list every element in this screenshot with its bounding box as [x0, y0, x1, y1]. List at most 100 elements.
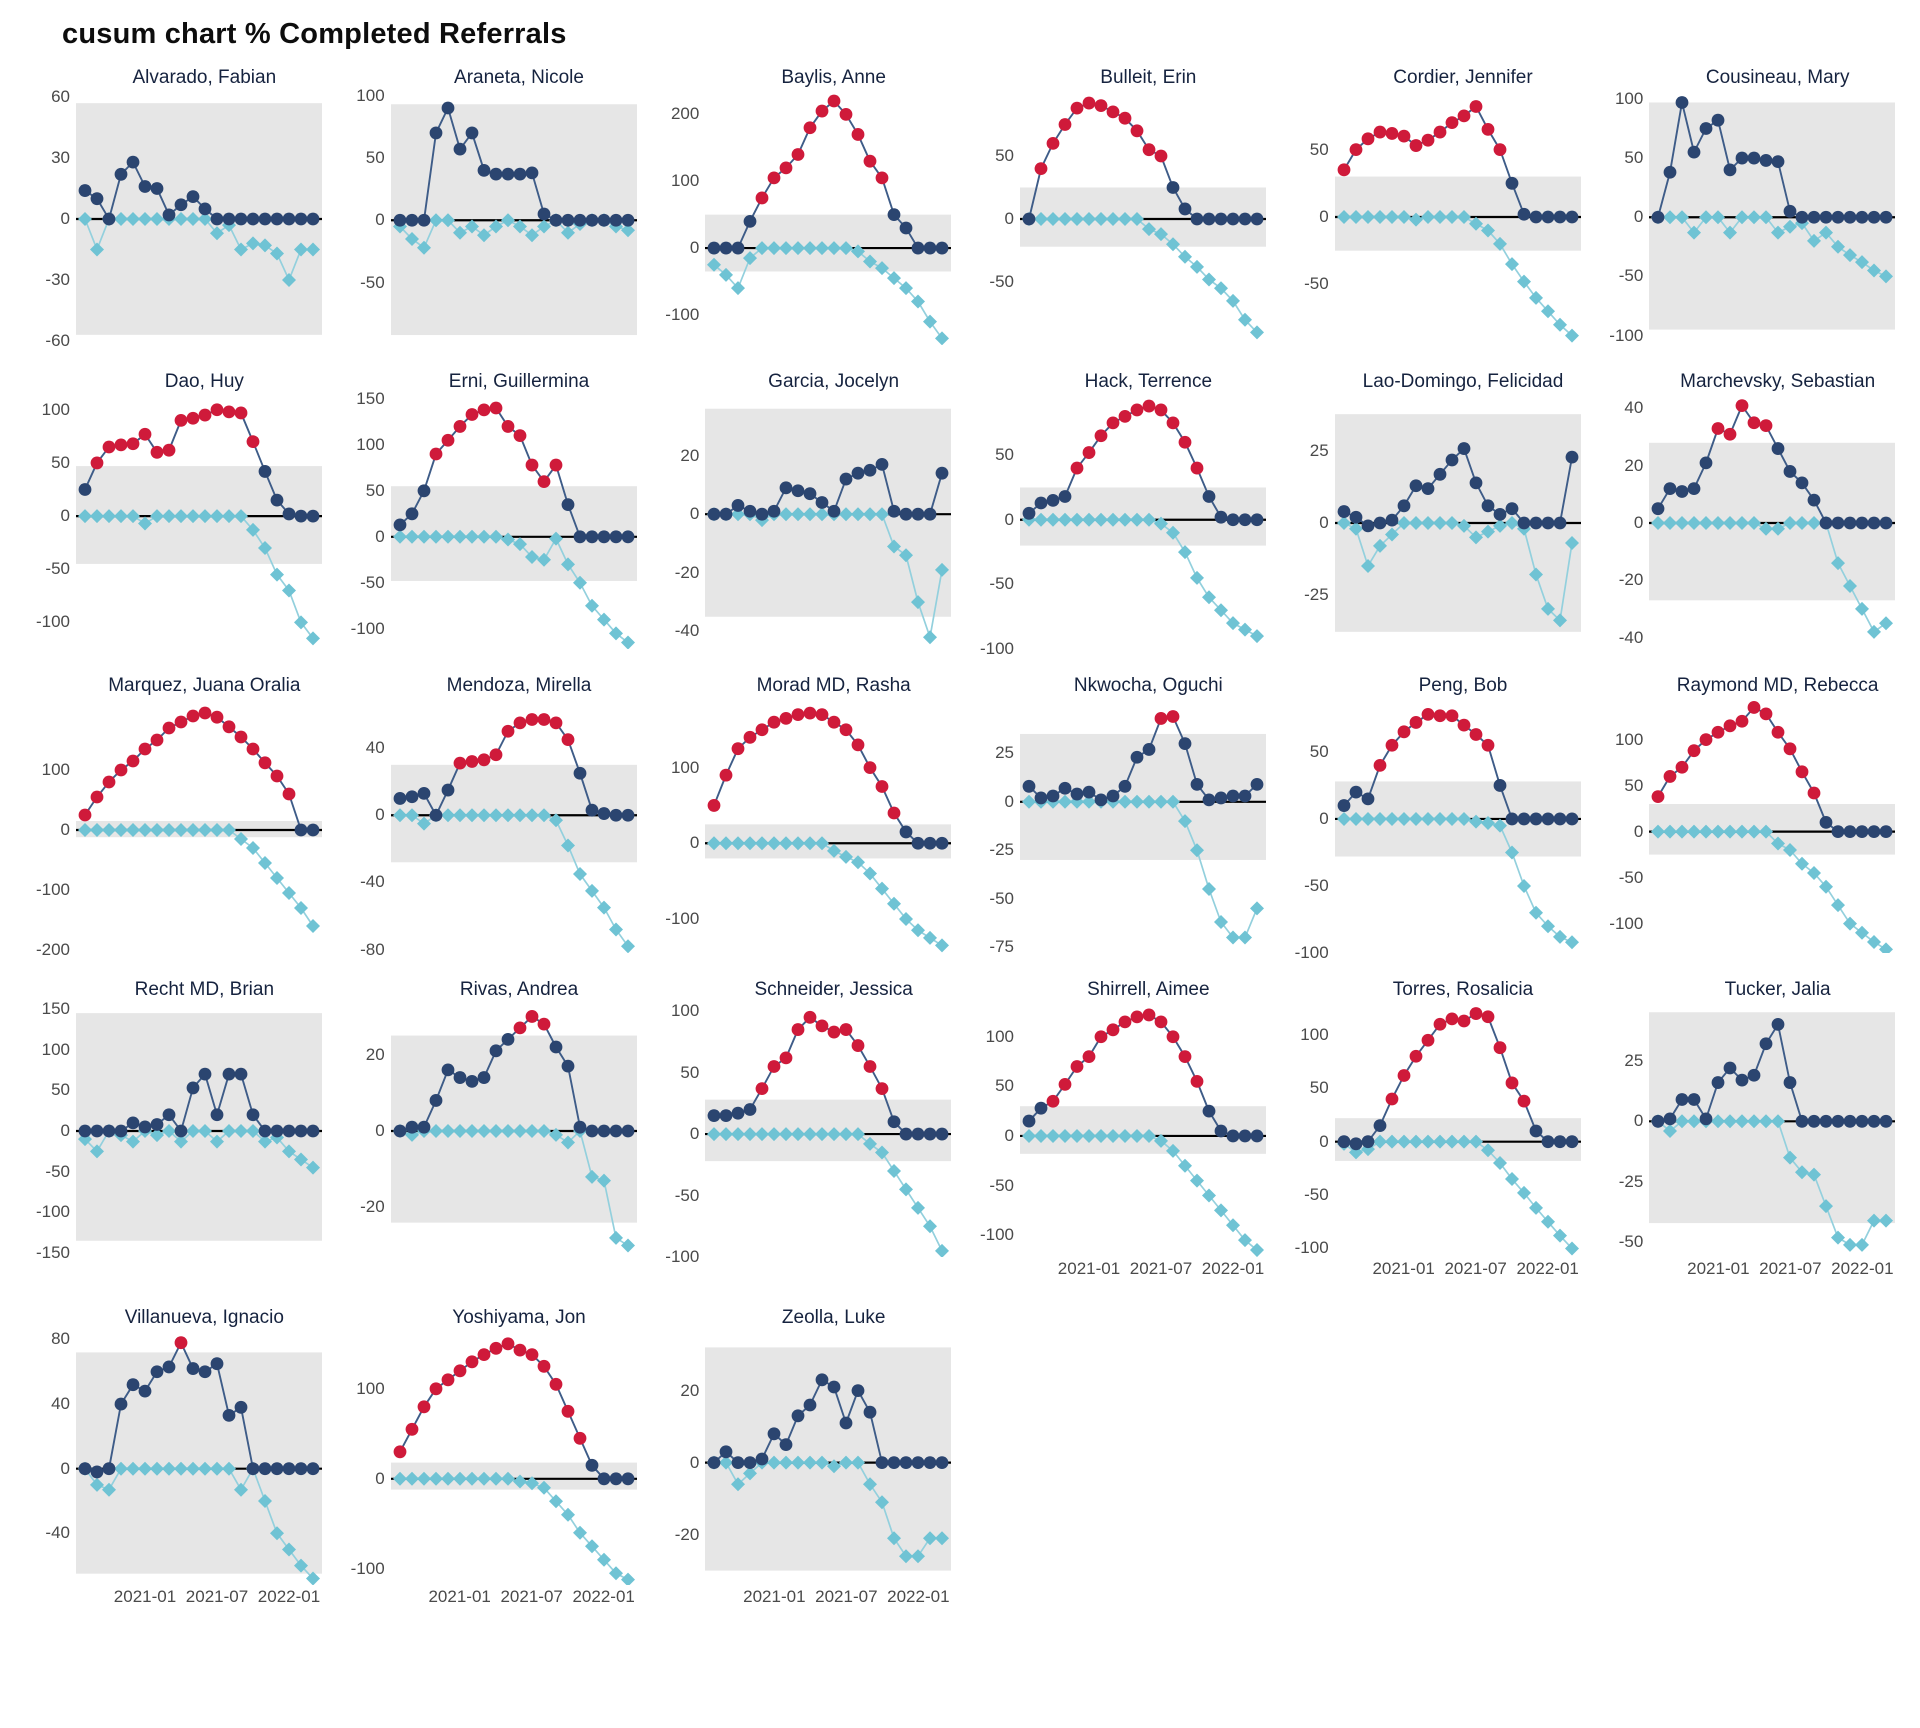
lower-cusum-point: [440, 529, 455, 544]
lower-cusum-point: [1651, 824, 1666, 839]
lower-cusum-point: [791, 1455, 806, 1470]
lower-cusum-point: [1540, 304, 1555, 319]
facet-plot: [705, 1347, 952, 1571]
upper-cusum-point-signal: [1397, 1069, 1411, 1082]
lower-cusum-point: [1213, 281, 1228, 296]
upper-cusum-point: [923, 836, 937, 850]
upper-cusum-point: [1541, 1135, 1555, 1149]
facet: Garcia, Jocelyn 20 0 -20 -40: [651, 369, 962, 649]
y-axis: 20 0 -20 -40: [651, 397, 705, 649]
upper-cusum-point: [1070, 787, 1084, 801]
upper-cusum-point-signal: [1409, 139, 1423, 152]
upper-cusum-point-signal: [1711, 422, 1725, 435]
upper-cusum-point: [246, 212, 260, 226]
upper-cusum-point: [1855, 1114, 1869, 1128]
lower-cusum-point: [1480, 223, 1495, 238]
lower-cusum-point: [1117, 212, 1132, 226]
lower-cusum-point: [1552, 317, 1567, 332]
upper-cusum-point: [1457, 442, 1471, 455]
lower-cusum-point: [1552, 929, 1567, 944]
lower-cusum-point: [1699, 824, 1714, 839]
lower-cusum-point: [198, 1461, 212, 1476]
upper-cusum-point-signal: [1082, 446, 1096, 459]
lower-cusum-point: [1663, 210, 1678, 225]
lower-cusum-point: [572, 1525, 587, 1540]
lower-cusum-point: [78, 1132, 92, 1147]
upper-cusum-point: [1433, 467, 1447, 481]
facet-title: Morad MD, Rasha: [756, 675, 911, 696]
upper-cusum-point-signal: [1106, 1023, 1120, 1037]
lower-cusum-point: [1117, 512, 1132, 527]
upper-cusum-point: [1711, 1076, 1725, 1089]
y-tick-label: 100: [356, 1378, 385, 1398]
lower-cusum-point: [1480, 524, 1495, 539]
lower-cusum-point: [572, 575, 587, 590]
lower-cusum-point: [246, 1124, 260, 1138]
upper-cusum-point: [1238, 513, 1252, 527]
lower-cusum-point: [500, 1471, 515, 1486]
lower-cusum-point: [1105, 212, 1120, 226]
lower-cusum-point: [1807, 516, 1822, 530]
lower-cusum-point: [1081, 212, 1096, 226]
lower-cusum-point: [803, 836, 818, 851]
lower-cusum-point: [1045, 1128, 1060, 1143]
upper-cusum-point-signal: [234, 730, 248, 744]
upper-cusum-point: [1250, 1129, 1264, 1143]
lower-cusum-point: [731, 1127, 746, 1142]
lower-cusum-point: [1033, 1128, 1048, 1143]
y-tick-label: -50: [360, 272, 385, 292]
y-axis: 100 50 0 -50 -100: [651, 1002, 705, 1266]
lower-cusum-point: [1663, 516, 1678, 530]
upper-cusum-point: [1082, 785, 1096, 799]
lower-cusum-point: [1663, 1124, 1678, 1138]
facet: Marquez, Juana Oralia 100 0 -100 -200: [22, 673, 333, 959]
y-axis: 150 100 50 0 -50 -100: [337, 389, 391, 649]
y-tick-label: -50: [1618, 266, 1644, 286]
upper-cusum-point-signal: [1735, 714, 1749, 728]
upper-cusum-point: [719, 241, 733, 255]
upper-cusum-point: [405, 790, 419, 804]
y-tick-label: -100: [979, 639, 1014, 658]
y-tick-label: -100: [1294, 1238, 1329, 1258]
upper-cusum-point-signal: [525, 1348, 539, 1361]
upper-cusum-point: [731, 1456, 745, 1469]
upper-cusum-point-signal: [1409, 716, 1423, 729]
upper-cusum-point: [294, 1124, 308, 1138]
upper-cusum-point: [198, 202, 212, 216]
y-tick-label: -40: [45, 1523, 70, 1543]
lower-cusum-point: [887, 1163, 902, 1178]
lower-cusum-point: [1879, 1213, 1894, 1228]
upper-cusum-point-signal: [1469, 100, 1483, 113]
lower-cusum-point: [1723, 1114, 1738, 1129]
upper-cusum-point: [489, 1044, 503, 1058]
y-tick-label: 0: [1633, 513, 1644, 532]
lower-cusum-point: [1492, 818, 1507, 833]
y-tick-label: -40: [1618, 627, 1644, 647]
upper-cusum-point-signal: [1783, 742, 1797, 756]
x-tick-label: 2022-01: [572, 1587, 635, 1606]
lower-cusum-point: [1420, 1134, 1435, 1149]
y-tick-label: 0: [689, 1452, 700, 1472]
lower-cusum-point: [1093, 212, 1108, 226]
upper-cusum-point: [513, 167, 527, 181]
upper-cusum-point: [270, 1462, 284, 1476]
lower-cusum-point: [1783, 516, 1798, 530]
lower-cusum-point: [839, 241, 854, 256]
y-tick-label: 0: [375, 1121, 385, 1140]
facet: Nkwocha, Oguchi 25 0 -25 -50 -75: [966, 673, 1277, 956]
upper-cusum-point: [887, 1456, 901, 1469]
y-tick-label: 25: [995, 743, 1014, 763]
lower-cusum-point: [755, 836, 770, 851]
y-axis: 50 0 -50 -100: [1281, 701, 1335, 961]
lower-cusum-point: [851, 1127, 866, 1142]
y-tick-label: 50: [51, 452, 70, 472]
y-tick-label: 0: [689, 1124, 700, 1144]
upper-cusum-point: [393, 792, 407, 805]
lower-cusum-point: [1552, 1228, 1567, 1243]
facet-plot: [1019, 710, 1266, 945]
upper-cusum-point-signal: [1469, 1007, 1483, 1020]
lower-cusum-point: [743, 1466, 758, 1481]
upper-cusum-point: [477, 1071, 491, 1084]
upper-cusum-point: [1747, 151, 1761, 165]
upper-cusum-point-signal: [1082, 1050, 1096, 1063]
